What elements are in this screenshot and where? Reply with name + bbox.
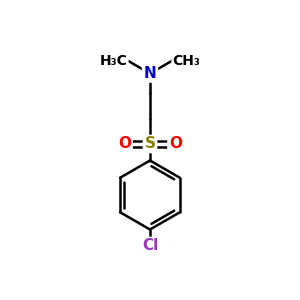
Text: O: O bbox=[118, 136, 131, 152]
Text: O: O bbox=[169, 136, 182, 152]
Text: CH₃: CH₃ bbox=[172, 54, 200, 68]
Text: H₃C: H₃C bbox=[100, 54, 128, 68]
Text: S: S bbox=[145, 136, 155, 152]
Text: Cl: Cl bbox=[142, 238, 158, 253]
Text: N: N bbox=[144, 66, 156, 81]
